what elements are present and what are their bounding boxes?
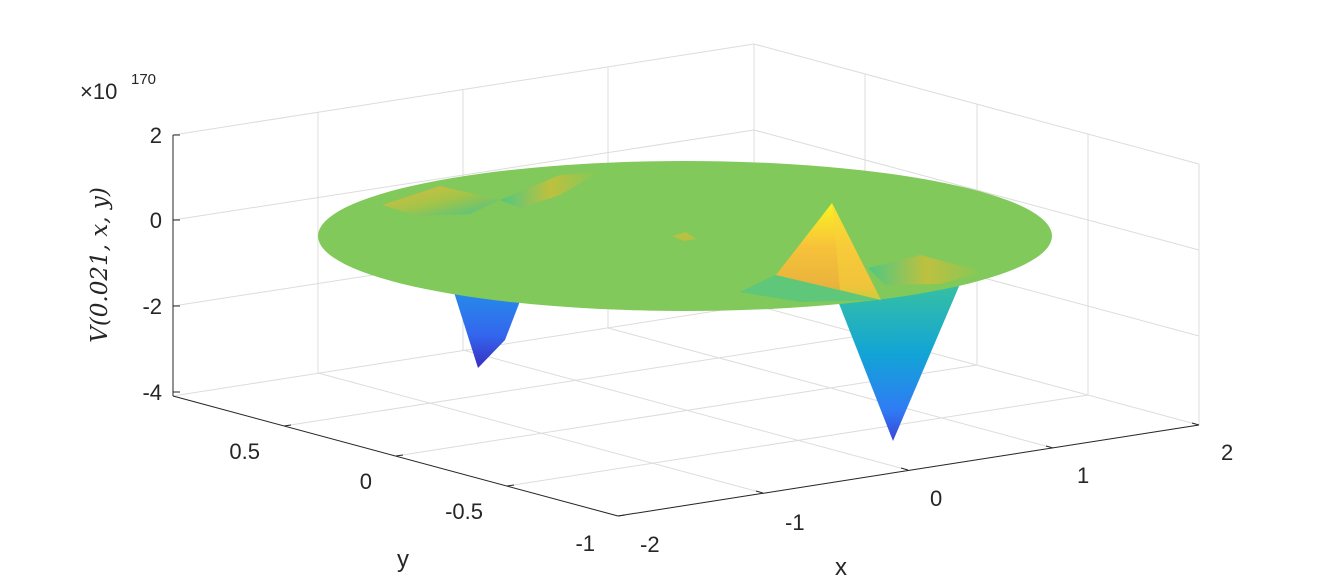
- y-tick-label: 0.5: [229, 439, 260, 464]
- spike-up-shade: [832, 203, 881, 300]
- z-exponent-label: ×10 170: [80, 71, 156, 104]
- x-axis-label: x: [835, 554, 847, 581]
- z-tick-label: -2: [142, 294, 162, 319]
- z-axis-label: V(0.021, x, y): [87, 187, 113, 343]
- x-tick-label: -2: [640, 532, 660, 557]
- y-tick-label: -1: [575, 531, 595, 556]
- x-tick-label: 1: [1077, 463, 1089, 488]
- x-tick-label: 0: [930, 486, 942, 511]
- x-tick-labels: -2 -1 0 1 2: [640, 440, 1233, 557]
- spike-down-right: [836, 284, 960, 441]
- z-exponent-power: 170: [131, 71, 156, 88]
- bump-left: [382, 186, 500, 216]
- z-tick-label: -4: [142, 380, 162, 405]
- z-tick-label: 0: [150, 208, 162, 233]
- bump-left-2: [500, 172, 600, 208]
- bump-right: [868, 255, 985, 285]
- y-tick-label: -0.5: [445, 499, 483, 524]
- ridge-right: [740, 275, 880, 302]
- spike-down-left: [452, 286, 522, 368]
- z-exponent-base: ×10: [80, 79, 117, 104]
- y-tick-label: 0: [360, 469, 372, 494]
- bump-small: [672, 232, 696, 241]
- x-axis-line: [617, 424, 1200, 517]
- z-tick-labels: 2 0 -2 -4: [142, 123, 162, 405]
- x-tick-label: -1: [785, 510, 805, 535]
- y-axis-line: [172, 395, 619, 517]
- x-tick-label: 2: [1221, 440, 1233, 465]
- z-tick-label: 2: [150, 123, 162, 148]
- y-axis-label: y: [397, 546, 409, 573]
- surface-mesh: [318, 161, 1052, 441]
- axes: [172, 134, 1200, 517]
- y-tick-labels: 0.5 0 -0.5 -1: [229, 439, 595, 556]
